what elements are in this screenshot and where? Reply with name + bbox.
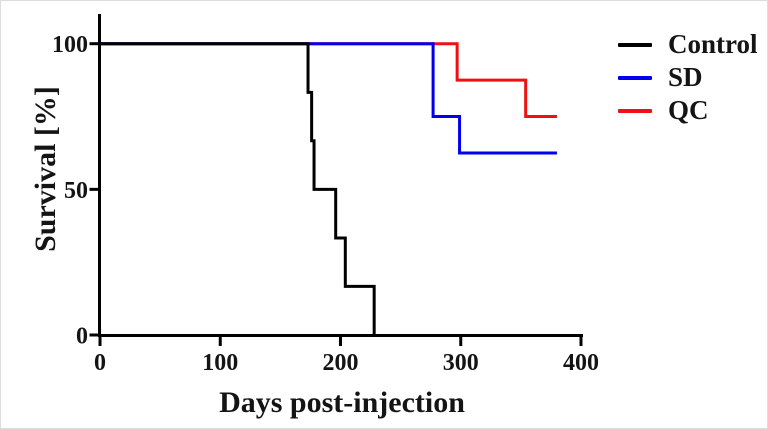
- legend-label: QC: [668, 95, 709, 125]
- survival-curve-control: [100, 42, 376, 335]
- x-tick-label: 100: [202, 350, 238, 376]
- y-axis-title: Survival [%]: [29, 86, 62, 252]
- y-tick-label: 50: [64, 178, 88, 204]
- legend-line-icon: [618, 42, 652, 47]
- x-tick-label: 300: [443, 350, 479, 376]
- legend-item-qc: QC: [618, 94, 758, 127]
- legend-label: SD: [668, 62, 703, 92]
- survival-curve-qc: [100, 42, 557, 119]
- legend: Control SD QC: [618, 28, 758, 127]
- legend-label: Control: [668, 29, 758, 59]
- legend-line-icon: [618, 108, 652, 113]
- y-tick-label: 0: [76, 324, 88, 350]
- x-axis-title: Days post-injection: [219, 386, 465, 419]
- x-tick-label: 400: [563, 350, 599, 376]
- survival-curve-sd: [100, 42, 557, 155]
- y-tick-label: 100: [52, 32, 88, 58]
- legend-item-control: Control: [618, 28, 758, 61]
- x-tick-label: 200: [323, 350, 359, 376]
- legend-line-icon: [618, 75, 652, 80]
- x-tick-label: 0: [94, 350, 106, 376]
- legend-item-sd: SD: [618, 61, 758, 94]
